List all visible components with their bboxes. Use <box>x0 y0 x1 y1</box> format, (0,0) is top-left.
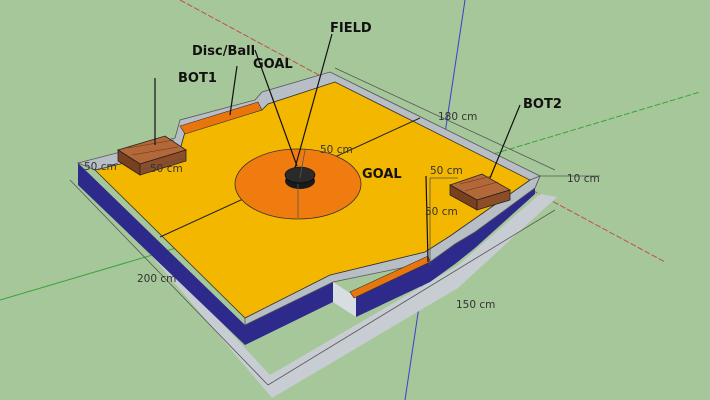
bot2-model <box>449 173 512 211</box>
front-wall-face-notch <box>455 228 475 264</box>
dim-200cm: 200 cm <box>137 273 176 285</box>
bot1-model <box>117 135 187 176</box>
goal-area-top <box>179 101 263 135</box>
base-plate <box>73 163 557 398</box>
front-wall-face-goal <box>356 262 430 317</box>
dim-150cm: 150 cm <box>456 299 495 311</box>
label-bot1: BOT1 <box>178 71 217 86</box>
front-wall-face-left <box>245 282 333 345</box>
dim-bot1-50cm-left: 50 cm <box>84 161 117 173</box>
goal-recess-face <box>333 282 356 317</box>
dim-180cm: 180 cm <box>438 111 477 123</box>
label-goal-top: GOAL <box>253 57 293 72</box>
dim-bot1-50cm-front: 50 cm <box>150 163 183 175</box>
leader-lines <box>154 33 521 263</box>
label-disc-ball: Disc/Ball <box>192 44 255 59</box>
dim-bot2-50cm-side: 50 cm <box>425 206 458 218</box>
front-wall-face-mid <box>430 244 455 282</box>
dim-circle-50cm: 50 cm <box>320 144 353 156</box>
disc-top <box>284 166 316 184</box>
label-goal-right: GOAL <box>362 167 402 182</box>
label-bot2: BOT2 <box>523 97 562 112</box>
dim-bot2-50cm-top: 50 cm <box>430 165 463 177</box>
left-wall-face <box>78 163 245 345</box>
label-field: FIELD <box>330 21 372 36</box>
dim-10cm: 10 cm <box>567 173 600 185</box>
dimension-lines <box>69 67 600 386</box>
